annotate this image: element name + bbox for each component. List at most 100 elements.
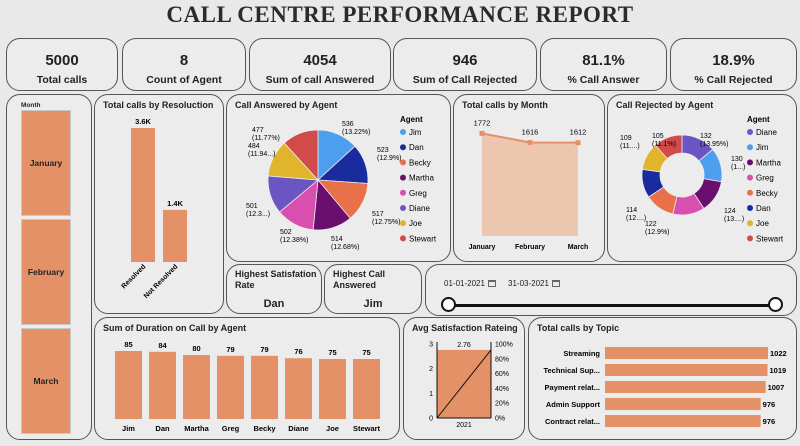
kpi-value: 8 — [179, 52, 189, 69]
month-item-january[interactable]: January — [21, 110, 71, 216]
kpi-label: % Call Answer — [567, 74, 640, 86]
category-label: Greg — [222, 424, 240, 433]
legend-label: Becky — [756, 189, 778, 198]
data-label: (12.68%) — [331, 244, 359, 251]
data-label: (12.9%) — [645, 229, 670, 236]
chart-title: Total calls by Month — [462, 100, 548, 110]
category-label: March — [568, 244, 589, 251]
kpi-label: Sum of Call Rejected — [412, 74, 518, 86]
data-label: 536 — [342, 121, 354, 128]
legend-label: Martha — [756, 158, 781, 167]
data-label: 514 — [331, 236, 343, 243]
month-item-february[interactable]: February — [21, 219, 71, 325]
y2-tick-label: 100% — [495, 342, 513, 349]
legend-title: Agent — [747, 115, 770, 124]
date-start[interactable]: 01-01-2021 — [444, 279, 485, 288]
y-tick-label: 2 — [429, 366, 433, 373]
data-label: 477 — [252, 127, 264, 134]
y-tick-label: 3 — [429, 342, 433, 349]
kpi-rejected: 946 Sum of Call Rejected — [393, 38, 537, 91]
data-label: 132 — [700, 133, 712, 140]
y2-tick-label: 0% — [495, 416, 505, 423]
date-slider-start-handle[interactable] — [441, 297, 456, 312]
date-end[interactable]: 31-03-2021 — [508, 279, 549, 288]
legend-marker — [400, 144, 406, 151]
category-label: January — [469, 244, 496, 251]
legend-marker — [747, 235, 753, 242]
rejected-agent-chart-panel: Call Rejected by Agent — [607, 94, 797, 262]
legend-marker — [747, 189, 753, 196]
kpi-label: % Call Rejected — [694, 74, 773, 86]
category-label: Technical Sup... — [543, 366, 600, 375]
kpi-answered: 4054 Sum of call Answered — [249, 38, 391, 91]
data-label: (11.77%) — [252, 135, 280, 142]
date-slider-track[interactable] — [448, 304, 776, 307]
calendar-icon[interactable] — [488, 280, 496, 287]
bar — [163, 209, 187, 262]
data-label: 976 — [763, 400, 776, 409]
data-label: (11.1%) — [652, 141, 676, 148]
data-label: 1612 — [570, 128, 587, 137]
data-point — [479, 130, 485, 136]
category-label: Dan — [155, 424, 170, 433]
duration-chart-panel: Sum of Duration on Call by Agent — [94, 317, 400, 440]
data-label: 84 — [158, 341, 167, 350]
report-title: CALL CENTRE PERFORMANCE REPORT — [166, 2, 634, 27]
kpi-agent-count: 8 Count of Agent — [122, 38, 246, 91]
kpi-value: 81.1% — [582, 52, 625, 69]
bar — [353, 359, 380, 419]
chart-title: Avg Satisfaction Rateing — [412, 323, 518, 333]
date-slicer — [425, 264, 797, 316]
answered-card: Highest Call Answered Jim — [324, 264, 422, 314]
month-item-march[interactable]: March — [21, 328, 71, 434]
data-label: 1772 — [474, 118, 491, 127]
data-label: 517 — [372, 211, 384, 218]
data-label: 1022 — [770, 349, 787, 358]
legend-label: Stewart — [409, 234, 437, 243]
data-label: (11....) — [620, 143, 640, 150]
data-label: 976 — [763, 417, 776, 426]
legend-marker — [747, 174, 753, 181]
data-label: 76 — [294, 347, 302, 356]
data-label: 85 — [124, 340, 132, 349]
card-value: Jim — [363, 298, 383, 310]
kpi-label: Count of Agent — [146, 74, 222, 86]
bar — [605, 347, 768, 359]
bar — [319, 359, 346, 419]
data-label: 79 — [226, 345, 234, 354]
bar — [131, 128, 155, 262]
category-label: Contract relat... — [545, 417, 600, 426]
category-label: Streaming — [563, 349, 600, 358]
y2-tick-label: 60% — [495, 371, 509, 378]
card-value: Dan — [263, 298, 285, 310]
category-label: Martha — [184, 424, 209, 433]
category-label: 2021 — [456, 422, 472, 429]
calendar-icon[interactable] — [552, 280, 560, 287]
legend-marker — [400, 189, 406, 196]
data-label: (1...) — [731, 164, 745, 171]
date-slider-end-handle[interactable] — [768, 297, 783, 312]
data-label: 1616 — [522, 127, 539, 136]
category-label: Admin Support — [546, 400, 601, 409]
legend-label: Stewart — [756, 234, 784, 243]
legend-marker — [400, 159, 406, 166]
data-label: (12.3...) — [246, 211, 270, 218]
legend-marker — [400, 220, 406, 227]
kpi-value: 4054 — [303, 52, 337, 69]
data-label: 1019 — [770, 366, 787, 375]
legend-marker — [747, 129, 753, 135]
chart-title: Sum of Duration on Call by Agent — [103, 323, 247, 333]
legend-label: Joe — [756, 219, 769, 228]
y2-tick-label: 40% — [495, 386, 509, 393]
bar — [605, 364, 768, 376]
data-label: 109 — [620, 135, 632, 142]
legend-marker — [747, 205, 753, 211]
pie-slice — [654, 134, 683, 160]
data-label: 124 — [724, 208, 736, 215]
trend-line — [436, 349, 492, 419]
bar — [605, 415, 761, 427]
category-label: Jim — [122, 424, 135, 433]
